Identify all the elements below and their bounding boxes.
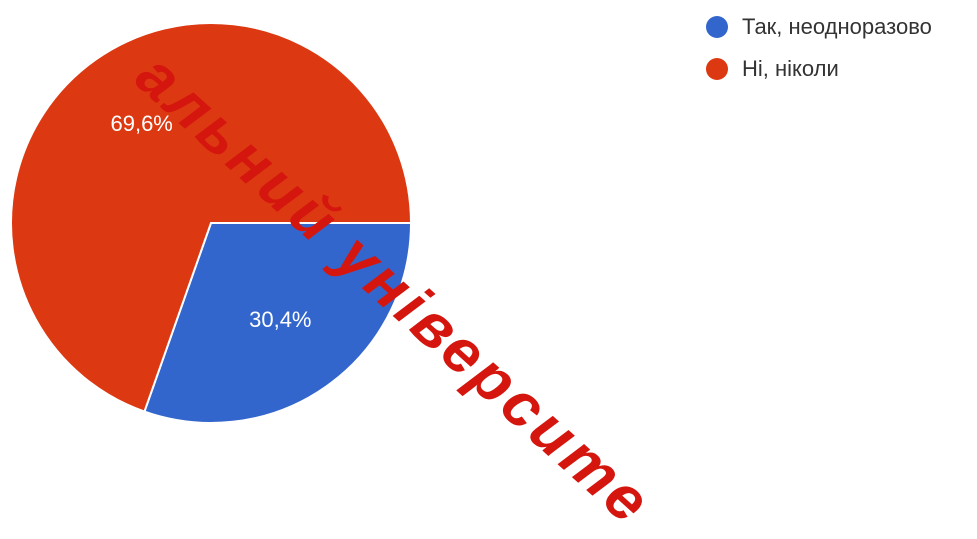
pie-chart: 30,4% 69,6%: [10, 22, 413, 424]
legend-label: Так, неодноразово: [742, 14, 932, 39]
pie-slice: [143, 222, 413, 424]
legend-label: Ні, ніколи: [742, 56, 839, 81]
legend-swatch-blue: [706, 16, 728, 38]
chart-legend: Так, неодноразово Ні, ніколи: [706, 12, 932, 96]
slice-value-label: 30,4%: [249, 307, 311, 332]
legend-item-tak: Так, неодноразово: [706, 12, 932, 42]
slice-value-label: 69,6%: [110, 111, 172, 136]
legend-swatch-red: [706, 58, 728, 80]
legend-item-ni: Ні, ніколи: [706, 54, 932, 84]
pie-slice: [10, 22, 413, 413]
